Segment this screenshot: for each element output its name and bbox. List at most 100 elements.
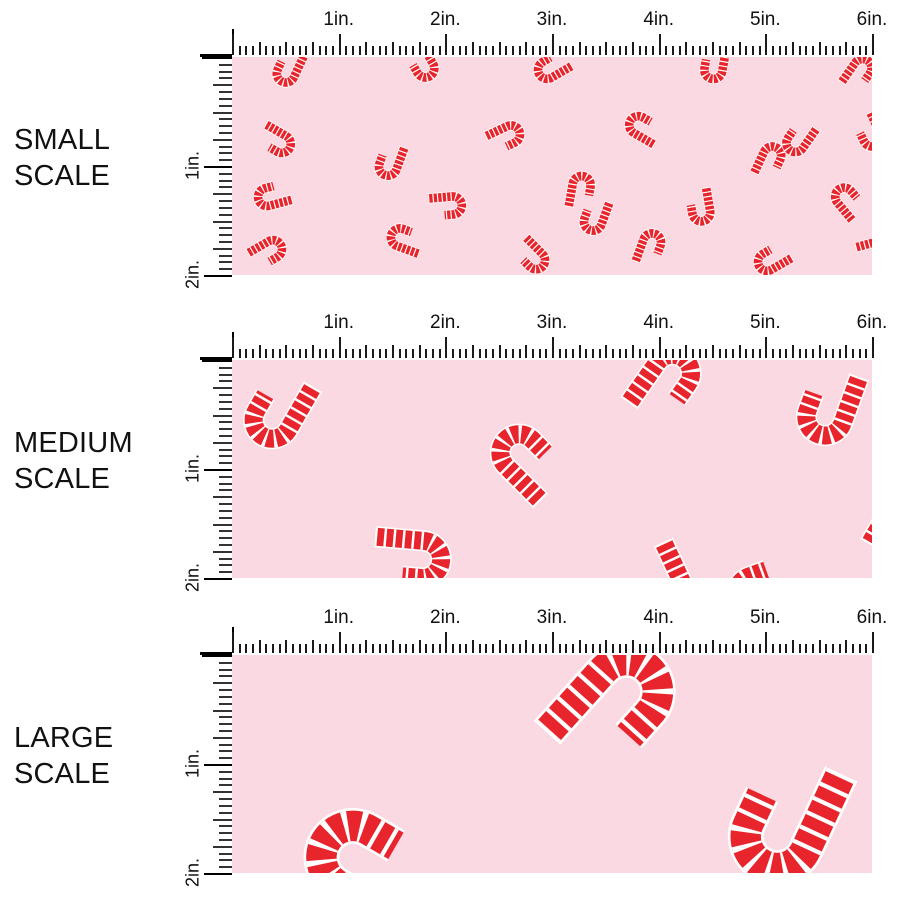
ruler-tick-minor	[252, 644, 254, 653]
ruler-tick-minor	[578, 345, 581, 358]
ruler-tick-minor	[785, 46, 788, 55]
ruler-tick-minor	[865, 46, 868, 55]
ruler-tick-minor	[265, 644, 268, 653]
ruler-tick-minor	[292, 349, 294, 358]
ruler-tick-minor-vertical	[213, 414, 232, 417]
ruler-tick-minor	[378, 46, 381, 55]
ruler-tick-minor-vertical	[219, 240, 232, 243]
ruler-tick-minor-vertical	[219, 695, 232, 698]
ruler-tick-minor-vertical	[219, 509, 232, 512]
ruler-tick-minor	[505, 644, 508, 653]
ruler-tick-minor	[285, 345, 288, 358]
ruler-tick-minor-vertical	[219, 227, 232, 230]
ruler-tick-minor-vertical	[219, 757, 232, 760]
ruler-tick-minor	[418, 42, 421, 55]
ruler-tick-minor	[832, 644, 834, 653]
ruler-tick-minor	[645, 46, 648, 55]
ruler-tick-minor-vertical	[219, 866, 232, 869]
candy-cane-motif	[744, 130, 796, 186]
ruler-tick-minor	[865, 349, 868, 358]
ruler-tick-minor-vertical	[219, 716, 232, 719]
ruler-tick-minor	[618, 644, 621, 653]
ruler-label-horizontal: 5in.	[750, 312, 781, 333]
ruler-tick-minor-vertical	[219, 394, 232, 397]
ruler-tick-minor-vertical	[219, 564, 232, 567]
ruler-tick-minor	[472, 345, 474, 358]
ruler-label-horizontal: 3in.	[536, 607, 568, 628]
ruler-tick-minor-vertical	[219, 234, 232, 237]
ruler-tick-minor	[805, 349, 808, 358]
ruler-tick-minor	[758, 46, 761, 55]
ruler-tick-minor	[365, 345, 368, 358]
ruler-tick-minor-vertical	[219, 70, 232, 73]
horizontal-ruler: 1in. 2in. 3in. 4in. 5in. 6in.	[218, 312, 887, 358]
candy-cane-motif	[770, 113, 825, 171]
ruler-tick-minor	[825, 644, 828, 653]
ruler-tick-minor-vertical	[219, 543, 232, 546]
ruler-label-horizontal: 1in.	[323, 9, 354, 30]
ruler-tick-minor	[238, 644, 241, 653]
caption-line-2: SCALE	[14, 758, 111, 790]
ruler-tick-minor	[598, 349, 601, 358]
ruler-tick-minor	[852, 349, 854, 358]
ruler-tick-minor	[665, 644, 668, 653]
ruler-tick-minor	[678, 46, 681, 55]
ruler-label-vertical: 2in.	[182, 562, 203, 593]
ruler-tick-minor	[532, 46, 534, 55]
ruler-tick-minor	[805, 644, 808, 653]
ruler-tick-minor	[838, 349, 841, 358]
ruler-tick-major	[765, 632, 768, 653]
ruler-label-horizontal: 4in.	[643, 9, 674, 30]
ruler-tick-minor	[405, 46, 408, 55]
vertical-ruler: 1in. 2in.	[183, 651, 232, 887]
ruler-tick-minor-vertical	[219, 97, 232, 100]
ruler-tick-minor	[312, 640, 314, 653]
ruler-tick-minor	[678, 644, 681, 653]
ruler-tick-minor	[465, 644, 468, 653]
ruler-tick-minor	[792, 640, 794, 653]
ruler-tick-minor-vertical	[219, 462, 232, 465]
ruler-label-vertical: 1in.	[182, 453, 203, 484]
candy-cane-motif	[522, 57, 579, 96]
ruler-tick-minor	[478, 349, 481, 358]
ruler-tick-minor-vertical	[219, 516, 232, 519]
ruler-tick-minor-vertical	[219, 213, 232, 216]
candy-cane-motif	[693, 57, 736, 93]
ruler-tick-minor	[852, 644, 854, 653]
ruler-tick-minor-vertical	[219, 770, 232, 773]
ruler-tick-minor	[465, 349, 468, 358]
ruler-tick-minor	[532, 349, 534, 358]
ruler-tick-minor	[818, 42, 821, 55]
candy-cane-motif	[368, 515, 467, 578]
ruler-tick-minor	[772, 349, 774, 358]
ruler-tick-minor-vertical	[213, 138, 232, 141]
ruler-tick-minor	[518, 46, 521, 55]
ruler-tick-minor	[385, 46, 388, 55]
ruler-tick-minor	[625, 349, 628, 358]
ruler-tick-minor-vertical	[213, 441, 232, 444]
ruler-tick-minor	[638, 644, 641, 653]
ruler-tick-minor-vertical	[219, 448, 232, 451]
ruler-tick-minor	[545, 644, 548, 653]
ruler-tick-minor	[778, 349, 781, 358]
ruler-tick-minor	[712, 42, 714, 55]
ruler-tick-major	[445, 337, 448, 358]
ruler-tick-minor	[312, 345, 314, 358]
ruler-tick-minor	[752, 349, 754, 358]
ruler-tick-minor-vertical	[219, 743, 232, 746]
ruler-tick-minor	[452, 644, 454, 653]
ruler-tick-minor	[712, 345, 714, 358]
ruler-tick-minor	[725, 644, 728, 653]
candy-cane-motif	[612, 101, 669, 155]
ruler-tick-minor	[258, 640, 261, 653]
ruler-tick-minor	[345, 46, 348, 55]
ruler-tick-minor	[692, 644, 694, 653]
ruler-tick-minor	[265, 349, 268, 358]
ruler-tick-minor	[585, 46, 588, 55]
ruler-tick-minor	[285, 42, 288, 55]
candy-cane-motif	[262, 57, 314, 99]
ruler-tick-minor	[385, 349, 388, 358]
ruler-tick-minor	[698, 46, 701, 55]
ruler-tick-major	[552, 34, 554, 55]
ruler-tick-minor	[452, 349, 454, 358]
